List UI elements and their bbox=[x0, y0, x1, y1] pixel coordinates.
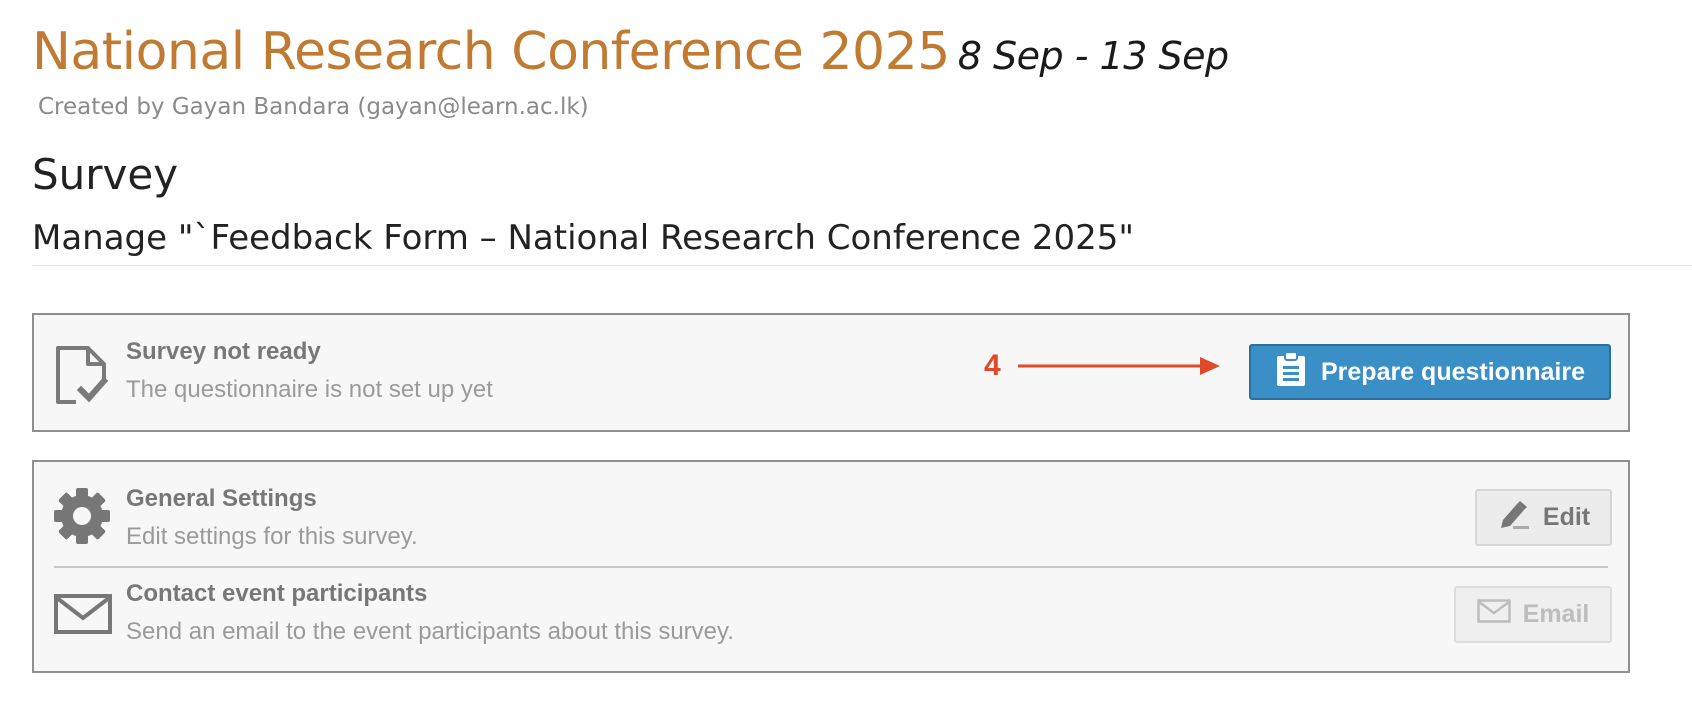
event-title[interactable]: National Research Conference 2025 bbox=[32, 22, 950, 82]
edit-button-label: Edit bbox=[1542, 503, 1591, 531]
page-title: Survey bbox=[32, 150, 179, 199]
clipboard-icon bbox=[1275, 350, 1307, 394]
pencil-icon bbox=[1497, 498, 1531, 537]
gear-icon bbox=[54, 488, 110, 549]
envelope-icon bbox=[1476, 599, 1511, 630]
annotation-step-number: 4 bbox=[984, 349, 1001, 382]
general-settings-title: General Settings bbox=[126, 485, 317, 512]
survey-status-panel: Survey not ready The questionnaire is no… bbox=[32, 313, 1630, 432]
annotation-arrow-icon bbox=[1016, 355, 1222, 382]
email-button-label: Email bbox=[1522, 600, 1590, 628]
general-settings-description: Edit settings for this survey. bbox=[126, 523, 418, 550]
contact-participants-description: Send an email to the event participants … bbox=[126, 618, 734, 645]
settings-divider bbox=[54, 566, 1608, 568]
survey-status-description: The questionnaire is not set up yet bbox=[126, 376, 493, 403]
edit-button[interactable]: Edit bbox=[1475, 489, 1612, 546]
survey-settings-panel: General Settings Edit settings for this … bbox=[32, 460, 1630, 673]
envelope-icon bbox=[54, 594, 112, 639]
created-by-text: Created by Gayan Bandara (gayan@learn.ac… bbox=[38, 94, 589, 120]
survey-status-title: Survey not ready bbox=[126, 338, 321, 365]
email-button[interactable]: Email bbox=[1454, 586, 1612, 643]
document-check-icon bbox=[54, 345, 109, 410]
header-divider bbox=[32, 265, 1692, 266]
manage-survey-title: Manage "`Feedback Form – National Resear… bbox=[32, 218, 1134, 258]
contact-participants-row: Contact event participants Send an email… bbox=[34, 568, 1628, 673]
prepare-questionnaire-label: Prepare questionnaire bbox=[1321, 357, 1585, 386]
general-settings-row: General Settings Edit settings for this … bbox=[34, 462, 1628, 566]
event-dates: 8 Sep - 13 Sep bbox=[957, 34, 1229, 78]
event-header: National Research Conference 2025 8 Sep -… bbox=[32, 22, 1229, 82]
contact-participants-title: Contact event participants bbox=[126, 580, 428, 607]
prepare-questionnaire-button[interactable]: Prepare questionnaire bbox=[1249, 344, 1611, 400]
